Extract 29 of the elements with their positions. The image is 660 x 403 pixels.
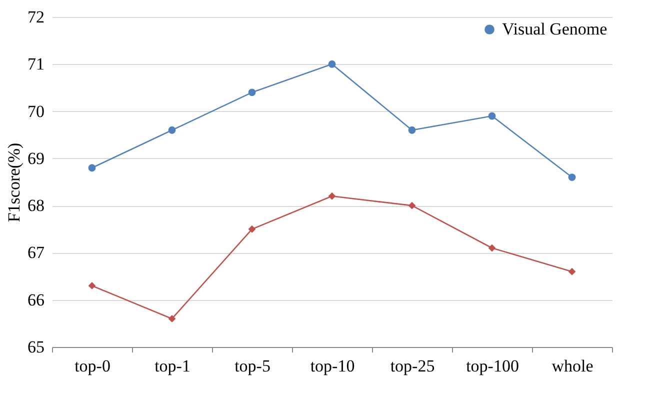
x-tick-label: top-100 <box>466 356 519 376</box>
y-tick-label: 68 <box>28 196 44 216</box>
y-tick-label: 67 <box>28 243 45 262</box>
y-tick-label: 66 <box>28 290 44 310</box>
point <box>568 174 576 181</box>
x-tick-label: top-1 <box>154 356 190 376</box>
y-tick-label: 70 <box>28 102 44 121</box>
x-tick-label: top-25 <box>390 356 435 376</box>
point <box>88 164 96 172</box>
point <box>168 126 176 134</box>
x-tick-label: top-10 <box>310 356 355 376</box>
y-tick-label: 71 <box>28 54 44 74</box>
x-tick-label: whole <box>552 356 594 376</box>
legend-label: Visual Genome <box>502 20 608 38</box>
x-tick-label: top-0 <box>74 356 110 376</box>
y-tick-label: 72 <box>28 8 44 26</box>
point <box>568 268 576 276</box>
y-axis-title: F1score(%) <box>4 142 24 222</box>
y-tick-label: 69 <box>28 148 44 168</box>
point <box>248 88 256 96</box>
point <box>488 244 496 252</box>
point <box>488 112 496 120</box>
point <box>408 202 416 210</box>
point <box>408 126 416 134</box>
point <box>248 225 256 233</box>
x-tick-label: top-5 <box>234 356 270 376</box>
point <box>328 192 336 200</box>
y-tick-label: 65 <box>28 338 44 356</box>
point <box>328 60 336 68</box>
